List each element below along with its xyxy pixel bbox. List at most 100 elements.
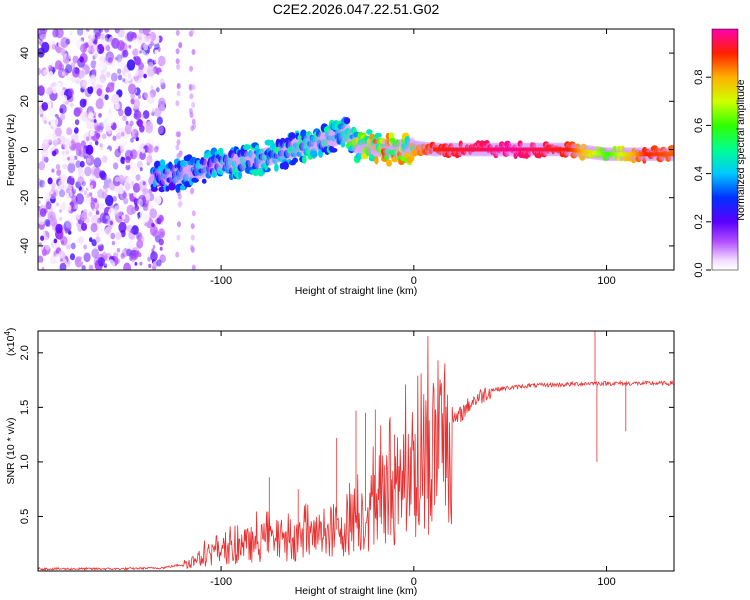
noise-cell bbox=[42, 34, 46, 40]
noise-cell bbox=[136, 119, 143, 127]
noise-cell bbox=[83, 132, 91, 143]
noise-cell bbox=[90, 60, 97, 69]
ridge-cell bbox=[329, 147, 338, 153]
noise-cell bbox=[40, 190, 47, 199]
noise-cell bbox=[88, 112, 94, 120]
ridge-halo bbox=[185, 161, 194, 182]
ridge-core bbox=[517, 147, 520, 152]
noise-cell bbox=[52, 139, 58, 147]
noise-cell bbox=[126, 248, 132, 257]
noise-cell bbox=[61, 95, 68, 102]
y-tick-label: 0.5 bbox=[19, 509, 31, 524]
noise-cell bbox=[78, 186, 82, 191]
noise-cell bbox=[99, 143, 103, 148]
ridge-cell bbox=[395, 139, 400, 148]
ridge-cell bbox=[243, 144, 251, 151]
ridge-core bbox=[519, 147, 522, 152]
ridge-cell bbox=[322, 138, 328, 148]
noise-cell bbox=[74, 180, 81, 189]
ridge-cell bbox=[300, 129, 307, 138]
ridge-core bbox=[585, 149, 588, 154]
noise-cell bbox=[74, 67, 80, 75]
noise-cell bbox=[132, 37, 137, 44]
noise-cell bbox=[105, 247, 110, 254]
spectrogram-data bbox=[38, 29, 674, 270]
spectrogram-x-label: Height of straight line (km) bbox=[295, 285, 418, 297]
noise-cell bbox=[79, 98, 87, 108]
ridge-cell bbox=[152, 179, 157, 188]
noise-cell bbox=[131, 132, 135, 138]
ridge-cell bbox=[631, 156, 637, 164]
ridge-cell bbox=[191, 177, 199, 183]
noise-cell bbox=[130, 93, 136, 100]
noise-cell bbox=[66, 127, 73, 136]
noise-cell bbox=[81, 265, 86, 270]
noise-cell bbox=[110, 72, 118, 82]
noise-cell bbox=[96, 108, 101, 114]
noise-cell bbox=[89, 142, 93, 146]
noise-cell bbox=[89, 184, 94, 190]
y-tick-label: -40 bbox=[19, 238, 31, 254]
x-tick-label: 0 bbox=[411, 576, 417, 588]
ridge-core bbox=[662, 152, 665, 157]
noise-cell bbox=[91, 214, 100, 226]
ridge-core bbox=[582, 149, 585, 154]
noise-cell bbox=[103, 263, 108, 268]
noise-cell bbox=[148, 263, 152, 268]
noise-cell bbox=[149, 89, 157, 98]
noise-cell bbox=[159, 246, 163, 251]
ridge-cell bbox=[665, 154, 672, 162]
ridge-core bbox=[485, 147, 488, 152]
noise-cell bbox=[154, 107, 162, 117]
noise-cell bbox=[154, 49, 159, 55]
noise-cell bbox=[89, 130, 95, 137]
noise-cell bbox=[110, 232, 116, 240]
noise-column-cell bbox=[190, 125, 195, 132]
noise-cell bbox=[133, 192, 137, 198]
ridge-core bbox=[627, 152, 630, 157]
noise-cell bbox=[102, 133, 107, 140]
noise-cell bbox=[41, 102, 49, 111]
ridge-core bbox=[645, 152, 648, 157]
noise-cell bbox=[41, 147, 49, 158]
noise-cell bbox=[118, 174, 125, 183]
ridge-core bbox=[456, 147, 458, 152]
noise-cell bbox=[111, 240, 116, 246]
ridge-core bbox=[545, 147, 548, 152]
ridge-cell bbox=[493, 151, 499, 159]
noise-cell bbox=[48, 70, 53, 77]
ridge-core bbox=[443, 147, 446, 152]
noise-column-cell bbox=[191, 49, 196, 55]
noise-cell bbox=[53, 205, 57, 210]
ridge-core bbox=[667, 152, 670, 157]
spectrogram-y-ticks: -40 -20 0 20 40 bbox=[19, 47, 674, 254]
ridge-core bbox=[536, 147, 539, 152]
noise-cell bbox=[147, 58, 153, 65]
ridge-cell bbox=[562, 150, 569, 158]
ridge-core bbox=[599, 151, 602, 156]
snr-y-ticks: 0.5 1.0 1.5 2.0 bbox=[19, 345, 674, 524]
noise-cell bbox=[59, 104, 67, 114]
noise-column-cell bbox=[175, 48, 180, 55]
noise-cell bbox=[90, 223, 98, 233]
noise-cell bbox=[123, 262, 131, 270]
colorbar-tick-label: 0.2 bbox=[693, 214, 705, 229]
noise-cell bbox=[152, 29, 156, 32]
noise-cell bbox=[84, 166, 92, 177]
noise-cell bbox=[94, 140, 99, 146]
noise-cell bbox=[116, 209, 123, 217]
noise-cell bbox=[147, 58, 155, 68]
noise-cell bbox=[116, 68, 122, 75]
ridge-core bbox=[434, 147, 437, 152]
noise-cell bbox=[95, 125, 101, 133]
noise-cell bbox=[143, 73, 147, 79]
noise-cell bbox=[46, 192, 52, 200]
ridge-cell bbox=[245, 160, 251, 168]
snr-x-ticks: -100 0 100 bbox=[210, 331, 616, 588]
noise-cell bbox=[88, 264, 94, 270]
noise-cell bbox=[75, 77, 82, 85]
noise-cell bbox=[96, 88, 103, 97]
noise-cell bbox=[144, 178, 149, 183]
noise-cell bbox=[128, 83, 137, 95]
noise-cell bbox=[43, 182, 49, 189]
